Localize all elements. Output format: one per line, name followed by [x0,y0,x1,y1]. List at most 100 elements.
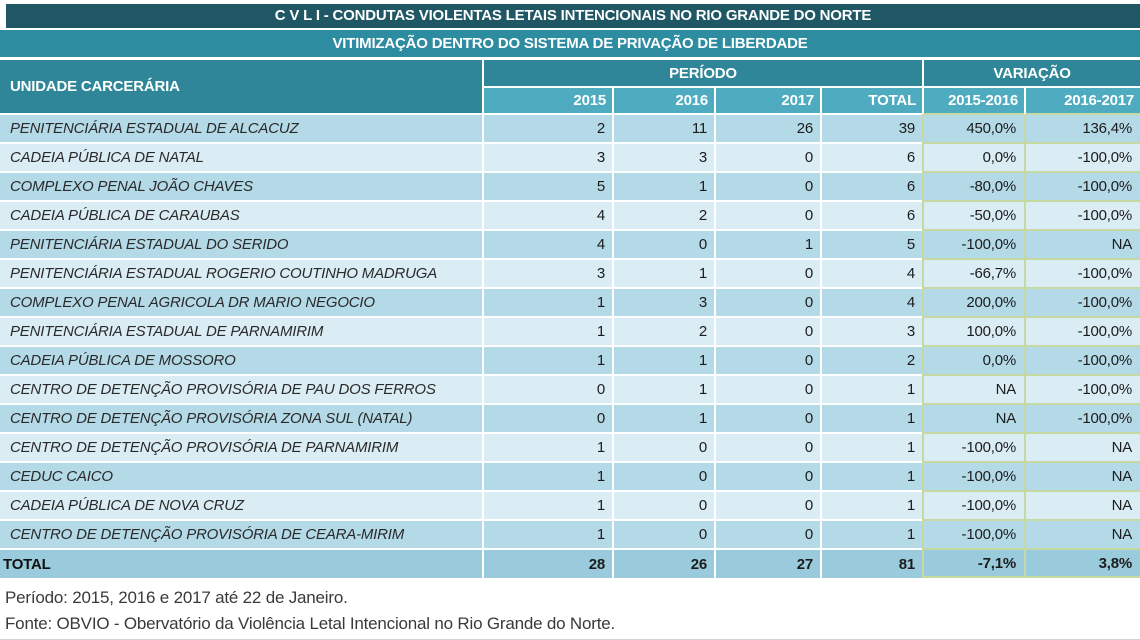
variation-2015-2016-cell: -80,0% [922,173,1025,202]
variation-2015-2016-cell: -100,0% [922,231,1025,260]
value-2017-cell: 0 [714,434,820,463]
value-2016-cell: 3 [612,289,714,318]
unit-name-cell: CADEIA PÚBLICA DE CARAUBAS [0,202,482,231]
column-header-variation-2015-2016: 2015-2016 [922,88,1025,115]
report-title: C V L I - CONDUTAS VIOLENTAS LETAIS INTE… [6,4,1140,28]
unit-name-cell: CADEIA PÚBLICA DE MOSSORO [0,347,482,376]
value-2015-cell: 1 [482,463,612,492]
variation-2015-2016-cell: 200,0% [922,289,1025,318]
variation-2016-2017-cell: -100,0% [1024,376,1140,405]
table-row: PENITENCIÁRIA ESTADUAL DE PARNAMIRIM 1 2… [0,318,1140,347]
table-row: CADEIA PÚBLICA DE MOSSORO 1 1 0 2 0,0% -… [0,347,1140,376]
value-2015-cell: 0 [482,376,612,405]
variation-2016-2017-cell: NA [1024,521,1140,550]
value-2017-cell: 0 [714,492,820,521]
column-header-unidade-carceraria: UNIDADE CARCERÁRIA [0,60,482,115]
value-2015-cell: 3 [482,144,612,173]
variation-2015-2016-cell: -100,0% [922,463,1025,492]
column-header-variation-2016-2017: 2016-2017 [1024,88,1140,115]
value-2017-cell: 0 [714,144,820,173]
value-2016-cell: 0 [612,231,714,260]
row-total-cell: 1 [820,405,923,434]
value-2016-cell: 1 [612,376,714,405]
total-row: TOTAL 28 26 27 81 -7,1% 3,8% [0,550,1140,578]
table-row: PENITENCIÁRIA ESTADUAL DE ALCACUZ 2 11 2… [0,115,1140,144]
value-2016-cell: 1 [612,347,714,376]
variation-2015-2016-cell: -100,0% [922,434,1025,463]
table-footer: TOTAL 28 26 27 81 -7,1% 3,8% [0,550,1140,578]
value-2015-cell: 2 [482,115,612,144]
total-label-cell: TOTAL [0,550,482,578]
row-total-cell: 6 [820,173,923,202]
value-2017-cell: 0 [714,202,820,231]
value-2016-cell: 1 [612,260,714,289]
variation-2016-2017-cell: -100,0% [1024,173,1140,202]
value-2017-cell: 0 [714,260,820,289]
variation-2015-2016-cell: 100,0% [922,318,1025,347]
variation-2016-2017-cell: 136,4% [1024,115,1140,144]
value-2016-cell: 0 [612,492,714,521]
value-2015-cell: 1 [482,318,612,347]
table-row: PENITENCIÁRIA ESTADUAL DO SERIDO 4 0 1 5… [0,231,1140,260]
variation-2015-2016-cell: 450,0% [922,115,1025,144]
table-header: UNIDADE CARCERÁRIA PERÍODO VARIAÇÃO 2015… [0,60,1140,115]
variation-2015-2016-cell: -100,0% [922,521,1025,550]
unit-name-cell: PENITENCIÁRIA ESTADUAL DE ALCACUZ [0,115,482,144]
unit-name-cell: CADEIA PÚBLICA DE NOVA CRUZ [0,492,482,521]
unit-name-cell: CENTRO DE DETENÇÃO PROVISÓRIA DE CEARA-M… [0,521,482,550]
unit-name-cell: PENITENCIÁRIA ESTADUAL ROGERIO COUTINHO … [0,260,482,289]
column-header-total: TOTAL [820,88,923,115]
unit-name-cell: CADEIA PÚBLICA DE NATAL [0,144,482,173]
variation-2016-2017-cell: NA [1024,434,1140,463]
unit-name-cell: PENITENCIÁRIA ESTADUAL DE PARNAMIRIM [0,318,482,347]
variation-2016-2017-cell: -100,0% [1024,347,1140,376]
variation-2016-2017-cell: -100,0% [1024,202,1140,231]
value-2016-cell: 1 [612,405,714,434]
unit-name-cell: COMPLEXO PENAL JOÃO CHAVES [0,173,482,202]
header-group-row: UNIDADE CARCERÁRIA PERÍODO VARIAÇÃO [0,60,1140,115]
row-total-cell: 1 [820,492,923,521]
value-2015-cell: 5 [482,173,612,202]
column-group-periodo: PERÍODO [482,60,923,88]
value-2016-cell: 1 [612,173,714,202]
variation-2015-2016-cell: NA [922,376,1025,405]
value-2015-cell: 1 [482,492,612,521]
table-row: COMPLEXO PENAL AGRICOLA DR MARIO NEGOCIO… [0,289,1140,318]
column-header-2015: 2015 [482,88,612,115]
value-2016-cell: 3 [612,144,714,173]
total-2017-cell: 27 [714,550,820,578]
unit-name-cell: CENTRO DE DETENÇÃO PROVISÓRIA DE PAU DOS… [0,376,482,405]
value-2015-cell: 4 [482,202,612,231]
value-2017-cell: 1 [714,231,820,260]
value-2017-cell: 0 [714,347,820,376]
value-2017-cell: 0 [714,173,820,202]
value-2017-cell: 0 [714,289,820,318]
row-total-cell: 3 [820,318,923,347]
table-row: CENTRO DE DETENÇÃO PROVISÓRIA DE PARNAMI… [0,434,1140,463]
variation-2015-2016-cell: -66,7% [922,260,1025,289]
footnotes: Período: 2015, 2016 e 2017 até 22 de Jan… [0,578,1140,637]
column-header-2016: 2016 [612,88,714,115]
row-total-cell: 6 [820,202,923,231]
table-row: CEDUC CAICO 1 0 0 1 -100,0% NA [0,463,1140,492]
row-total-cell: 1 [820,376,923,405]
row-total-cell: 39 [820,115,923,144]
variation-2016-2017-cell: -100,0% [1024,318,1140,347]
row-total-cell: 4 [820,289,923,318]
table-body: PENITENCIÁRIA ESTADUAL DE ALCACUZ 2 11 2… [0,115,1140,550]
note-periodo: Período: 2015, 2016 e 2017 até 22 de Jan… [5,588,348,607]
table-row: CENTRO DE DETENÇÃO PROVISÓRIA DE PAU DOS… [0,376,1140,405]
unit-name-cell: PENITENCIÁRIA ESTADUAL DO SERIDO [0,231,482,260]
variation-2016-2017-cell: NA [1024,231,1140,260]
header-year-row: 2015 2016 2017 TOTAL 2015-2016 2016-2017 [0,88,1140,115]
table-row: CADEIA PÚBLICA DE NOVA CRUZ 1 0 0 1 -100… [0,492,1140,521]
variation-2016-2017-cell: -100,0% [1024,260,1140,289]
table-row: CADEIA PÚBLICA DE NATAL 3 3 0 6 0,0% -10… [0,144,1140,173]
table-row: CENTRO DE DETENÇÃO PROVISÓRIA DE CEARA-M… [0,521,1140,550]
column-group-variacao: VARIAÇÃO [922,60,1140,88]
value-2016-cell: 0 [612,521,714,550]
variation-2015-2016-cell: 0,0% [922,144,1025,173]
value-2015-cell: 1 [482,289,612,318]
unit-name-cell: COMPLEXO PENAL AGRICOLA DR MARIO NEGOCIO [0,289,482,318]
